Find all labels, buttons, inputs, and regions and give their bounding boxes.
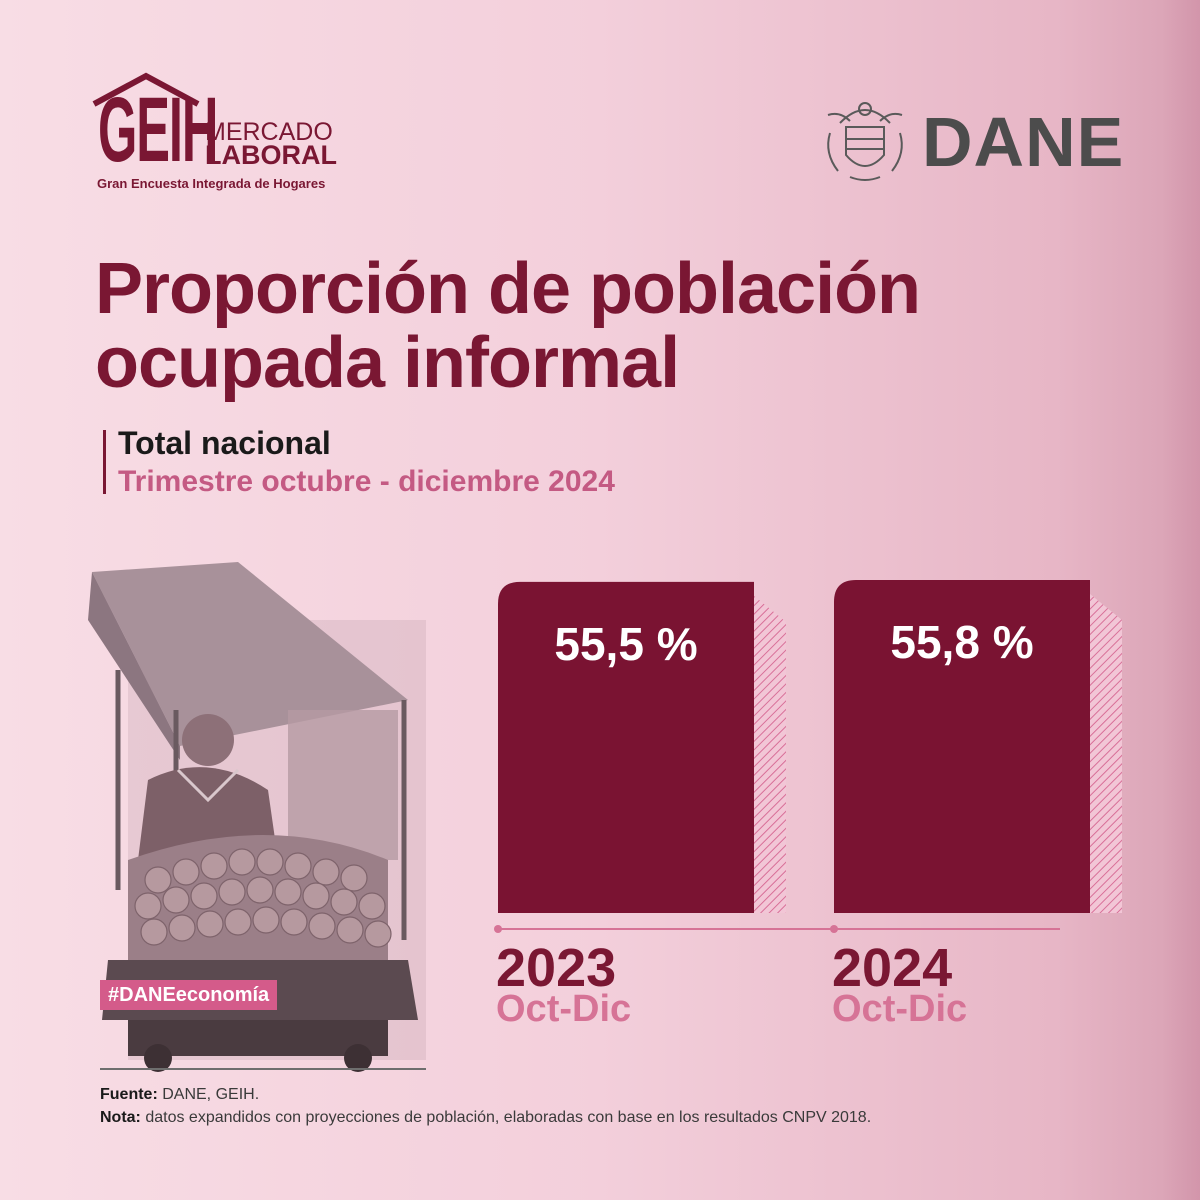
bar-2023 — [498, 581, 754, 913]
axis-dot-2024 — [830, 925, 838, 933]
title-line-2: ocupada informal — [95, 323, 680, 403]
subtitle-scope: Total nacional — [118, 425, 331, 461]
category-sublabel-2024: Oct-Dic — [832, 988, 967, 1030]
footer-source: Fuente: DANE, GEIH. — [100, 1086, 259, 1104]
background-strip — [1162, 0, 1200, 1200]
geih-laboral-text: LABORAL — [205, 140, 337, 170]
category-label-2023: 2023 — [496, 938, 616, 998]
page-title: Proporción de población ocupada informal — [95, 252, 1095, 400]
note-label: Nota: — [100, 1109, 141, 1126]
category-sublabel-2023: Oct-Dic — [496, 988, 631, 1030]
bar-value-label-2023: 55,5 % — [554, 618, 697, 670]
note-text: datos expandidos con proyecciones de pob… — [140, 1109, 872, 1126]
category-label-2024: 2024 — [832, 938, 952, 998]
subtitle-divider — [103, 430, 106, 494]
bar-shadow-2024 — [1090, 594, 1122, 913]
axis-dot-2023 — [494, 925, 502, 933]
bar-2024 — [834, 580, 1090, 913]
hashtag-badge: #DANEeconomía — [100, 980, 278, 1010]
title-line-1: Proporción de población — [95, 249, 921, 329]
geih-subtitle: Gran Encuesta Integrada de Hogares — [97, 176, 326, 191]
source-text: DANE, GEIH. — [157, 1086, 260, 1103]
footer-note: Nota: datos expandidos con proyecciones … — [100, 1109, 871, 1127]
dane-logo-text: DANE — [922, 103, 1125, 181]
street-vendor-photo — [88, 562, 426, 1072]
bar-shadow-2023 — [754, 595, 786, 913]
photo-baseline — [100, 1068, 426, 1070]
source-label: Fuente: — [100, 1086, 158, 1103]
colombia-seal-icon — [827, 102, 903, 181]
bar-value-label-2024: 55,8 % — [890, 616, 1033, 668]
geih-house-roof-icon — [92, 72, 200, 107]
geih-mercado-text: MERCADO — [205, 118, 333, 146]
geih-letters: GEIH — [98, 79, 218, 181]
subtitle-period: Trimestre octubre - diciembre 2024 — [118, 465, 615, 498]
